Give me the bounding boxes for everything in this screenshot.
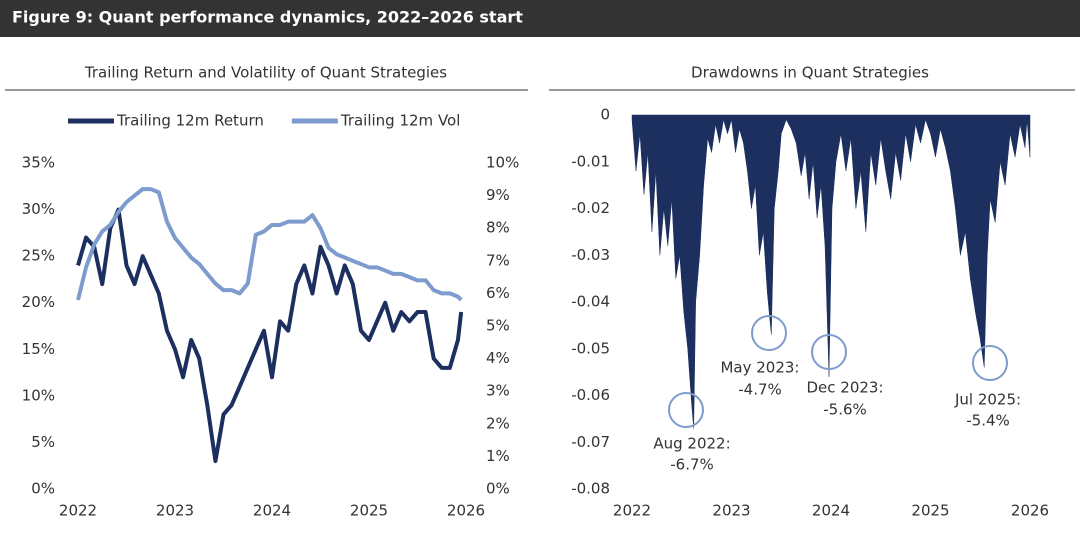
annotation-circle [668, 392, 704, 428]
annotation-circle [811, 334, 847, 370]
y-tick-label: -0.02 [571, 199, 610, 217]
y-tick-label: 5% [31, 433, 55, 451]
y2-tick-label: 7% [486, 251, 510, 269]
chart-title: Trailing Return and Volatility of Quant … [84, 64, 447, 82]
annotations: Aug 2022: -6.7% May 2023: -4.7% Dec 2023… [653, 315, 1021, 474]
y-tick-label: -0.01 [571, 152, 610, 170]
series-line [76, 207, 464, 464]
annotation: May 2023: [720, 359, 799, 377]
y-tick-label: -0.07 [571, 433, 610, 451]
header-title: Figure 9: Quant performance dynamics, 20… [12, 8, 523, 27]
x-tick-label: 2025 [350, 502, 388, 520]
legend-label: Trailing 12m Vol [340, 112, 461, 130]
annotation-circle [972, 345, 1008, 381]
y2-tick-label: 1% [486, 447, 510, 465]
header-bar [0, 0, 1080, 37]
y-tick-label: 25% [22, 247, 55, 265]
y-tick-label: -0.08 [571, 480, 610, 498]
y2-tick-label: 10% [486, 154, 519, 172]
y-tick-label: 0 [600, 106, 610, 124]
x-tick-label: 2024 [812, 502, 850, 520]
y2-tick-label: 0% [486, 480, 510, 498]
y-tick-label: -0.06 [571, 386, 610, 404]
x-tick-label: 2022 [613, 502, 651, 520]
annotation: -4.7% [738, 381, 782, 399]
x-tick-label: 2025 [911, 502, 949, 520]
y-tick-label: 15% [22, 340, 55, 358]
y-tick-label: 30% [22, 200, 55, 218]
x-tick-label: 2022 [59, 502, 97, 520]
x-tick-label: 2024 [253, 502, 291, 520]
y-tick-label: -0.05 [571, 339, 610, 357]
y2-tick-label: 8% [486, 219, 510, 237]
annotation: -5.6% [823, 401, 867, 419]
y2-tick-label: 9% [486, 186, 510, 204]
annotation: Aug 2022: [653, 435, 730, 453]
annotation-circle [751, 315, 787, 351]
x-tick-label: 2026 [1011, 502, 1049, 520]
x-tick-label: 2023 [156, 502, 194, 520]
y2-tick-label: 4% [486, 349, 510, 367]
y-tick-label: -0.03 [571, 246, 610, 264]
annotation: -6.7% [670, 456, 714, 474]
y-tick-label: 10% [22, 386, 55, 404]
drawdown-area [631, 114, 1031, 429]
y2-tick-label: 5% [486, 317, 510, 335]
y-tick-label: -0.04 [571, 293, 610, 311]
y2-tick-label: 6% [486, 284, 510, 302]
x-tick-label: 2026 [447, 502, 485, 520]
y2-tick-label: 2% [486, 414, 510, 432]
y-tick-label: 20% [22, 293, 55, 311]
annotation: -5.4% [966, 412, 1010, 430]
x-tick-label: 2023 [712, 502, 750, 520]
y-tick-label: 0% [31, 480, 55, 498]
chart-title: Drawdowns in Quant Strategies [691, 64, 929, 82]
legend-label: Trailing 12m Return [116, 112, 264, 130]
y2-tick-label: 3% [486, 382, 510, 400]
annotation: Jul 2025: [954, 391, 1021, 409]
series-line [76, 187, 463, 302]
y-tick-label: 35% [22, 154, 55, 172]
annotation: Dec 2023: [806, 379, 883, 397]
